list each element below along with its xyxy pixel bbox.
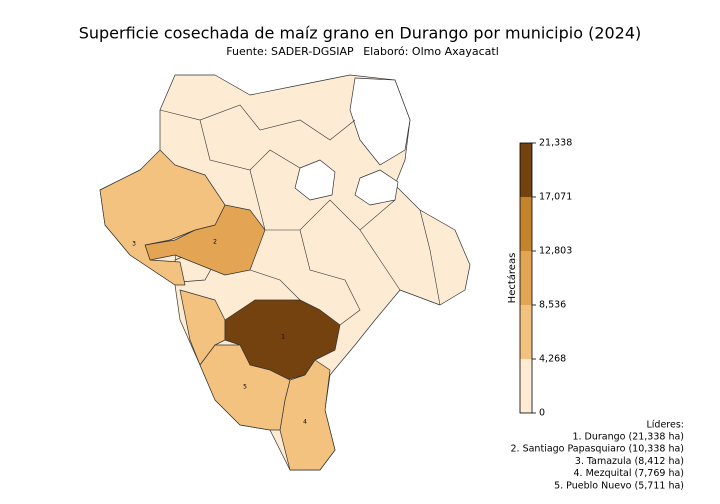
credit: Elaboró: Olmo Axayacatl <box>363 45 499 58</box>
legend-entry: 2. Santiago Papasquiaro (10,338 ha) <box>511 444 685 455</box>
tick-label: 17,071 <box>539 191 572 202</box>
colorbar-bin <box>520 143 532 197</box>
tick-label: 0 <box>539 408 545 419</box>
colorbar-frame <box>519 142 533 414</box>
border <box>249 169 396 231</box>
map-label: 2 <box>213 239 217 246</box>
colorbar: Hectáreas <box>506 253 518 304</box>
tick-label: 21,338 <box>539 138 572 149</box>
map-label: 5 <box>243 384 247 391</box>
map-label: 3 <box>132 241 136 248</box>
border <box>419 209 441 306</box>
map <box>99 74 471 471</box>
legend-entry: 1. Durango (21,338 ha) <box>572 432 684 443</box>
map-label: 1 <box>281 334 285 341</box>
map-label: 4 <box>303 419 307 426</box>
colorbar-bin <box>520 250 532 305</box>
legend-entry: 3. Tamazula (8,412 ha) <box>575 456 684 467</box>
colorbar-bin <box>520 358 532 413</box>
colorbar-label: Hectáreas <box>506 253 518 304</box>
colorbar-bin <box>520 304 532 359</box>
border <box>359 229 401 291</box>
no-data-region <box>294 159 336 201</box>
colorbar-bin <box>520 196 532 251</box>
tick-label: 8,536 <box>539 299 566 310</box>
tick-label: 12,803 <box>539 245 572 256</box>
legend-entry: 4. Mezquital (7,769 ha) <box>574 468 684 479</box>
municipality <box>99 149 226 286</box>
border <box>299 229 361 326</box>
no-data-region <box>349 77 411 166</box>
legend-title: Líderes: <box>647 420 685 431</box>
tick-label: 4,268 <box>539 353 566 364</box>
legend-entry: 5. Pueblo Nuevo (5,711 ha) <box>554 480 684 491</box>
source: Fuente: SADER-DGSIAP <box>226 45 354 58</box>
border <box>249 269 301 301</box>
chart-title: Superficie cosechada de maíz grano en Du… <box>79 24 642 43</box>
municipality <box>199 344 291 431</box>
